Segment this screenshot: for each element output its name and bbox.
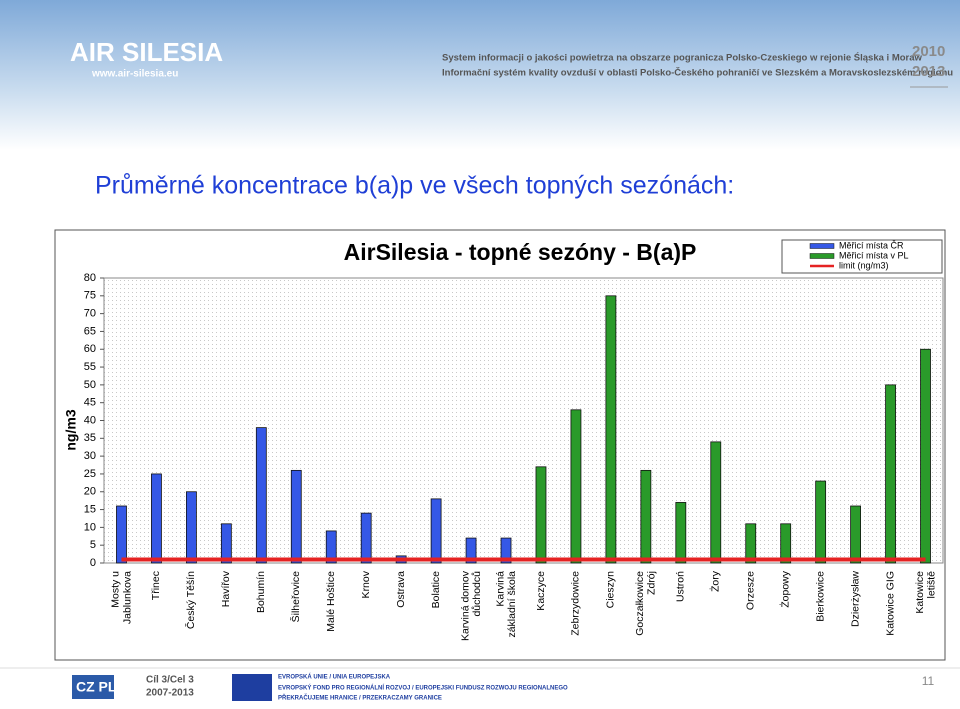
plot-area: [103, 277, 944, 564]
header-banner: [0, 0, 960, 150]
bar: [815, 480, 827, 564]
y-tick-label: 40: [84, 414, 96, 426]
bar: [850, 505, 862, 564]
bar: [885, 384, 896, 564]
x-tick-label: Żory: [709, 570, 722, 592]
y-tick-label: 25: [84, 468, 96, 480]
x-tick-label: Karvinázákladní škola: [494, 571, 518, 638]
x-tick-label: Orzesze: [745, 571, 757, 610]
header-line: System informacji o jakości powietrza na…: [442, 52, 923, 64]
logo-url: www.air-silesia.eu: [91, 69, 178, 80]
bar: [151, 473, 162, 564]
y-tick-label: 55: [84, 361, 96, 373]
y-tick-label: 80: [84, 272, 96, 284]
y-tick-label: 20: [84, 486, 96, 498]
x-tick-label: Krnov: [360, 570, 372, 598]
bar: [535, 466, 547, 564]
x-tick-label: Karviná domovdůchodců: [459, 570, 483, 641]
x-tick-label: Český Těšín: [184, 571, 197, 629]
legend-box: [781, 239, 943, 274]
year: 2013: [912, 63, 945, 80]
legend-swatch: [809, 243, 835, 249]
bar: [675, 502, 687, 564]
x-tick-label: Mosty uJablunkova: [109, 571, 133, 624]
slide-title: Průměrné koncentrace b(a)p ve všech topn…: [95, 172, 734, 200]
bar: [920, 348, 931, 564]
y-axis-label: ng/m3: [63, 409, 79, 450]
footer-logo: Cíl 3/Cel 3: [146, 675, 194, 686]
y-tick-label: 50: [84, 379, 96, 391]
eu-text: EVROPSKÁ UNIE / UNIA EUROPEJSKA: [278, 674, 391, 681]
chart-title: AirSilesia - topné sezóny - B(a)P: [344, 239, 697, 265]
y-tick-label: 45: [84, 397, 96, 409]
page-number: 11: [922, 674, 935, 688]
x-tick-label: Bolatice: [430, 571, 442, 609]
y-tick-label: 30: [84, 450, 96, 462]
bar: [780, 523, 792, 564]
x-tick-label: Bohumín: [255, 571, 267, 613]
eu-text: EVROPSKÝ FOND PRO REGIONÁLNÍ ROZVOJ / EU…: [278, 684, 568, 692]
legend-label: limit (ng/m3): [839, 260, 889, 270]
x-tick-label: Ustroń: [675, 571, 687, 602]
y-tick-label: 15: [84, 503, 96, 515]
footer-logo: CZ PL: [76, 679, 117, 695]
bar: [710, 441, 722, 564]
y-tick-label: 0: [90, 557, 96, 569]
bar: [640, 469, 652, 564]
y-tick-label: 65: [84, 325, 96, 337]
x-tick-label: Malé Hoštice: [325, 571, 337, 632]
bar: [605, 295, 617, 564]
header-line: Informační systém kvality ovzduší v obla…: [442, 67, 953, 79]
x-tick-label: GoczałkowiceZdrój: [634, 571, 658, 636]
x-tick-label: Katowice GIG: [884, 571, 896, 636]
bar: [360, 512, 372, 564]
bar: [465, 537, 477, 564]
bar: [500, 537, 512, 564]
bar: [430, 498, 442, 564]
eu-text: PŘEKRAČUJEME HRANICE / PRZEKRACZAMY GRAN…: [278, 694, 442, 702]
logo-box: [72, 675, 114, 699]
y-tick-label: 75: [84, 290, 96, 302]
x-tick-label: Třinec: [150, 571, 162, 600]
y-tick-label: 60: [84, 343, 96, 355]
x-tick-label: Katowiceletiště: [914, 571, 938, 614]
x-tick-label: Havířov: [220, 570, 232, 607]
footer-logo: 2007-2013: [146, 688, 194, 699]
x-tick-label: Ostrava: [395, 571, 407, 608]
logo: AIR SILESIA: [70, 37, 223, 67]
eu-flag: [232, 674, 272, 701]
y-tick-label: 35: [84, 432, 96, 444]
x-tick-label: Dzierżysław: [849, 571, 861, 627]
legend-swatch: [809, 253, 835, 259]
y-tick-label: 70: [84, 308, 96, 320]
x-tick-label: Kaczyce: [535, 571, 547, 611]
x-tick-label: Zebrzydowice: [570, 571, 582, 636]
bar: [220, 523, 232, 564]
legend-label: Měřicí místa v PL: [839, 250, 909, 260]
x-tick-label: Żopowy: [778, 570, 791, 608]
bar: [570, 409, 582, 564]
y-tick-label: 10: [84, 521, 96, 533]
bar: [290, 469, 302, 564]
bar: [116, 505, 127, 564]
x-tick-label: Cieszyn: [605, 571, 617, 609]
bar: [185, 491, 197, 564]
chart: AirSilesia - topné sezóny - B(a)P ng/m3: [63, 239, 697, 451]
bar: [745, 523, 757, 564]
x-tick-label: Bierkowice: [814, 571, 826, 622]
x-tick-label: Šilheřovice: [289, 571, 302, 623]
y-tick-label: 5: [90, 539, 96, 551]
bar: [255, 427, 267, 564]
legend-label: Měřicí místa ČR: [839, 240, 904, 250]
year: 2010: [912, 43, 945, 60]
bar: [325, 530, 337, 564]
